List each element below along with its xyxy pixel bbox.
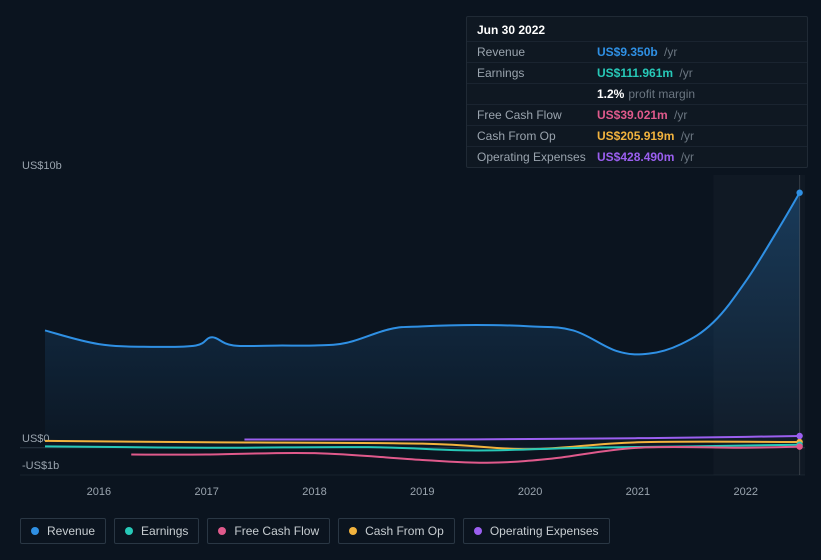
tooltip-row-value: US$205.919m /yr <box>597 129 694 143</box>
x-axis-year: 2018 <box>302 486 326 498</box>
x-axis-year: 2021 <box>626 486 650 498</box>
x-axis-year: 2022 <box>733 486 757 498</box>
tooltip-row-label: Cash From Op <box>477 129 587 143</box>
tooltip-row-value: US$9.350b /yr <box>597 45 677 59</box>
legend-label: Earnings <box>141 524 188 538</box>
legend-item-operating-expenses[interactable]: Operating Expenses <box>463 518 610 544</box>
tooltip-row: Earnings US$111.961m /yr <box>467 62 807 83</box>
series-free-cash-flow <box>131 447 799 463</box>
legend-dot-icon <box>474 527 482 535</box>
tooltip-row-label: Free Cash Flow <box>477 108 587 122</box>
legend-label: Revenue <box>47 524 95 538</box>
x-axis-year: 2016 <box>87 486 111 498</box>
tooltip-row: Revenue US$9.350b /yr <box>467 41 807 62</box>
tooltip-row-value: 1.2%profit margin <box>597 87 695 101</box>
tooltip-date: Jun 30 2022 <box>467 17 807 41</box>
tooltip-row-value: US$39.021m /yr <box>597 108 687 122</box>
legend-dot-icon <box>218 527 226 535</box>
tooltip-row: 1.2%profit margin <box>467 83 807 104</box>
legend-item-earnings[interactable]: Earnings <box>114 518 199 544</box>
legend-label: Free Cash Flow <box>234 524 319 538</box>
tooltip-row-label: Earnings <box>477 66 587 80</box>
legend-label: Cash From Op <box>365 524 444 538</box>
x-axis-year: 2019 <box>410 486 434 498</box>
chart-legend: Revenue Earnings Free Cash Flow Cash From O… <box>20 518 610 544</box>
x-axis-year: 2020 <box>518 486 542 498</box>
legend-item-revenue[interactable]: Revenue <box>20 518 106 544</box>
legend-item-cash-from-op[interactable]: Cash From Op <box>338 518 455 544</box>
legend-label: Operating Expenses <box>490 524 599 538</box>
legend-dot-icon <box>349 527 357 535</box>
x-axis-year: 2017 <box>194 486 218 498</box>
tooltip-row-label: Revenue <box>477 45 587 59</box>
tooltip-row-value: US$111.961m /yr <box>597 66 693 80</box>
chart-tooltip: Jun 30 2022 Revenue US$9.350b /yr Earnings… <box>466 16 808 168</box>
tooltip-row: Cash From Op US$205.919m /yr <box>467 125 807 146</box>
legend-dot-icon <box>125 527 133 535</box>
legend-dot-icon <box>31 527 39 535</box>
legend-item-free-cash-flow[interactable]: Free Cash Flow <box>207 518 330 544</box>
tooltip-row-label: Operating Expenses <box>477 150 587 164</box>
chart-container: US$10b US$0 -US$1b 201620172018201920202… <box>0 0 821 560</box>
tooltip-row: Free Cash Flow US$39.021m /yr <box>467 104 807 125</box>
tooltip-row: Operating Expenses US$428.490m /yr <box>467 146 807 167</box>
tooltip-row-value: US$428.490m /yr <box>597 150 694 164</box>
